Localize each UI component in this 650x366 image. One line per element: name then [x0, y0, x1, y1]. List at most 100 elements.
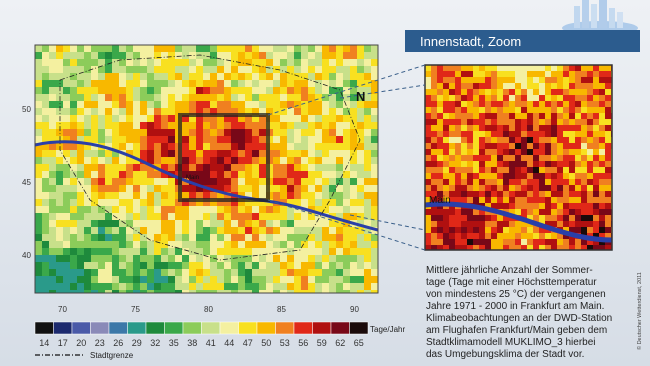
heat-cell: [259, 73, 266, 80]
heat-cell: [224, 213, 231, 220]
heat-cell: [357, 101, 364, 108]
heat-cell: [35, 227, 42, 234]
heat-cell: [527, 185, 533, 191]
heat-cell: [336, 227, 343, 234]
heat-cell: [371, 94, 378, 101]
heat-cell: [119, 227, 126, 234]
heat-cell: [105, 262, 112, 269]
heat-cell: [273, 255, 280, 262]
heat-cell: [308, 59, 315, 66]
heat-cell: [168, 199, 175, 206]
heat-cell: [196, 199, 203, 206]
heat-cell: [539, 89, 545, 95]
heat-cell: [509, 95, 515, 101]
heat-cell: [77, 59, 84, 66]
heat-cell: [49, 185, 56, 192]
heat-cell: [308, 73, 315, 80]
heat-cell: [485, 185, 491, 191]
heat-cell: [431, 185, 437, 191]
heat-cell: [329, 73, 336, 80]
heat-cell: [557, 83, 563, 89]
heat-cell: [449, 167, 455, 173]
heat-cell: [336, 248, 343, 255]
heat-cell: [329, 52, 336, 59]
heat-cell: [56, 136, 63, 143]
heat-cell: [70, 59, 77, 66]
heat-cell: [182, 157, 189, 164]
heat-cell: [273, 45, 280, 52]
heat-cell: [35, 213, 42, 220]
heat-cell: [467, 125, 473, 131]
heat-cell: [479, 167, 485, 173]
heat-cell: [593, 203, 599, 209]
heat-cell: [217, 290, 224, 293]
heat-cell: [63, 220, 70, 227]
heat-cell: [467, 149, 473, 155]
heat-cell: [154, 241, 161, 248]
heat-cell: [336, 150, 343, 157]
heat-cell: [425, 233, 431, 239]
heat-cell: [336, 255, 343, 262]
heat-cell: [161, 227, 168, 234]
heat-cell: [91, 122, 98, 129]
heat-cell: [154, 234, 161, 241]
legend-label: 47: [243, 338, 253, 348]
heat-cell: [557, 65, 563, 71]
heat-cell: [551, 89, 557, 95]
heat-cell: [329, 199, 336, 206]
heat-cell: [112, 213, 119, 220]
heat-cell: [563, 113, 569, 119]
heat-cell: [515, 119, 521, 125]
heat-cell: [605, 161, 611, 167]
heat-cell: [119, 269, 126, 276]
heat-cell: [357, 255, 364, 262]
heat-cell: [467, 179, 473, 185]
heat-cell: [443, 161, 449, 167]
heat-cell: [112, 199, 119, 206]
heat-cell: [112, 136, 119, 143]
boundary-label: Stadtgrenze: [90, 351, 134, 360]
heat-cell: [443, 221, 449, 227]
heat-cell: [140, 150, 147, 157]
heat-cell: [605, 209, 611, 215]
heat-cell: [461, 155, 467, 161]
heat-cell: [527, 71, 533, 77]
heat-cell: [203, 178, 210, 185]
heat-cell: [322, 192, 329, 199]
heat-cell: [322, 66, 329, 73]
heat-cell: [357, 150, 364, 157]
heat-cell: [126, 94, 133, 101]
heat-cell: [210, 185, 217, 192]
heat-cell: [329, 101, 336, 108]
heat-cell: [497, 65, 503, 71]
heat-cell: [196, 73, 203, 80]
heat-cell: [280, 59, 287, 66]
heat-cell: [322, 122, 329, 129]
heat-cell: [322, 115, 329, 122]
heat-cell: [49, 87, 56, 94]
heat-cell: [329, 290, 336, 293]
heat-cell: [56, 220, 63, 227]
heat-cell: [521, 77, 527, 83]
heat-cell: [557, 113, 563, 119]
heat-cell: [575, 77, 581, 83]
heat-cell: [551, 65, 557, 71]
heat-cell: [364, 234, 371, 241]
heat-cell: [70, 234, 77, 241]
heat-cell: [217, 276, 224, 283]
heat-cell: [42, 122, 49, 129]
heat-cell: [599, 227, 605, 233]
heat-cell: [161, 136, 168, 143]
heat-cell: [343, 227, 350, 234]
heat-cell: [473, 137, 479, 143]
heat-cell: [147, 94, 154, 101]
heat-cell: [252, 262, 259, 269]
heat-cell: [599, 245, 605, 250]
heat-cell: [533, 167, 539, 173]
heat-cell: [455, 197, 461, 203]
heat-cell: [280, 52, 287, 59]
heat-cell: [461, 227, 467, 233]
heat-cell: [545, 89, 551, 95]
heat-cell: [42, 185, 49, 192]
heat-cell: [509, 191, 515, 197]
